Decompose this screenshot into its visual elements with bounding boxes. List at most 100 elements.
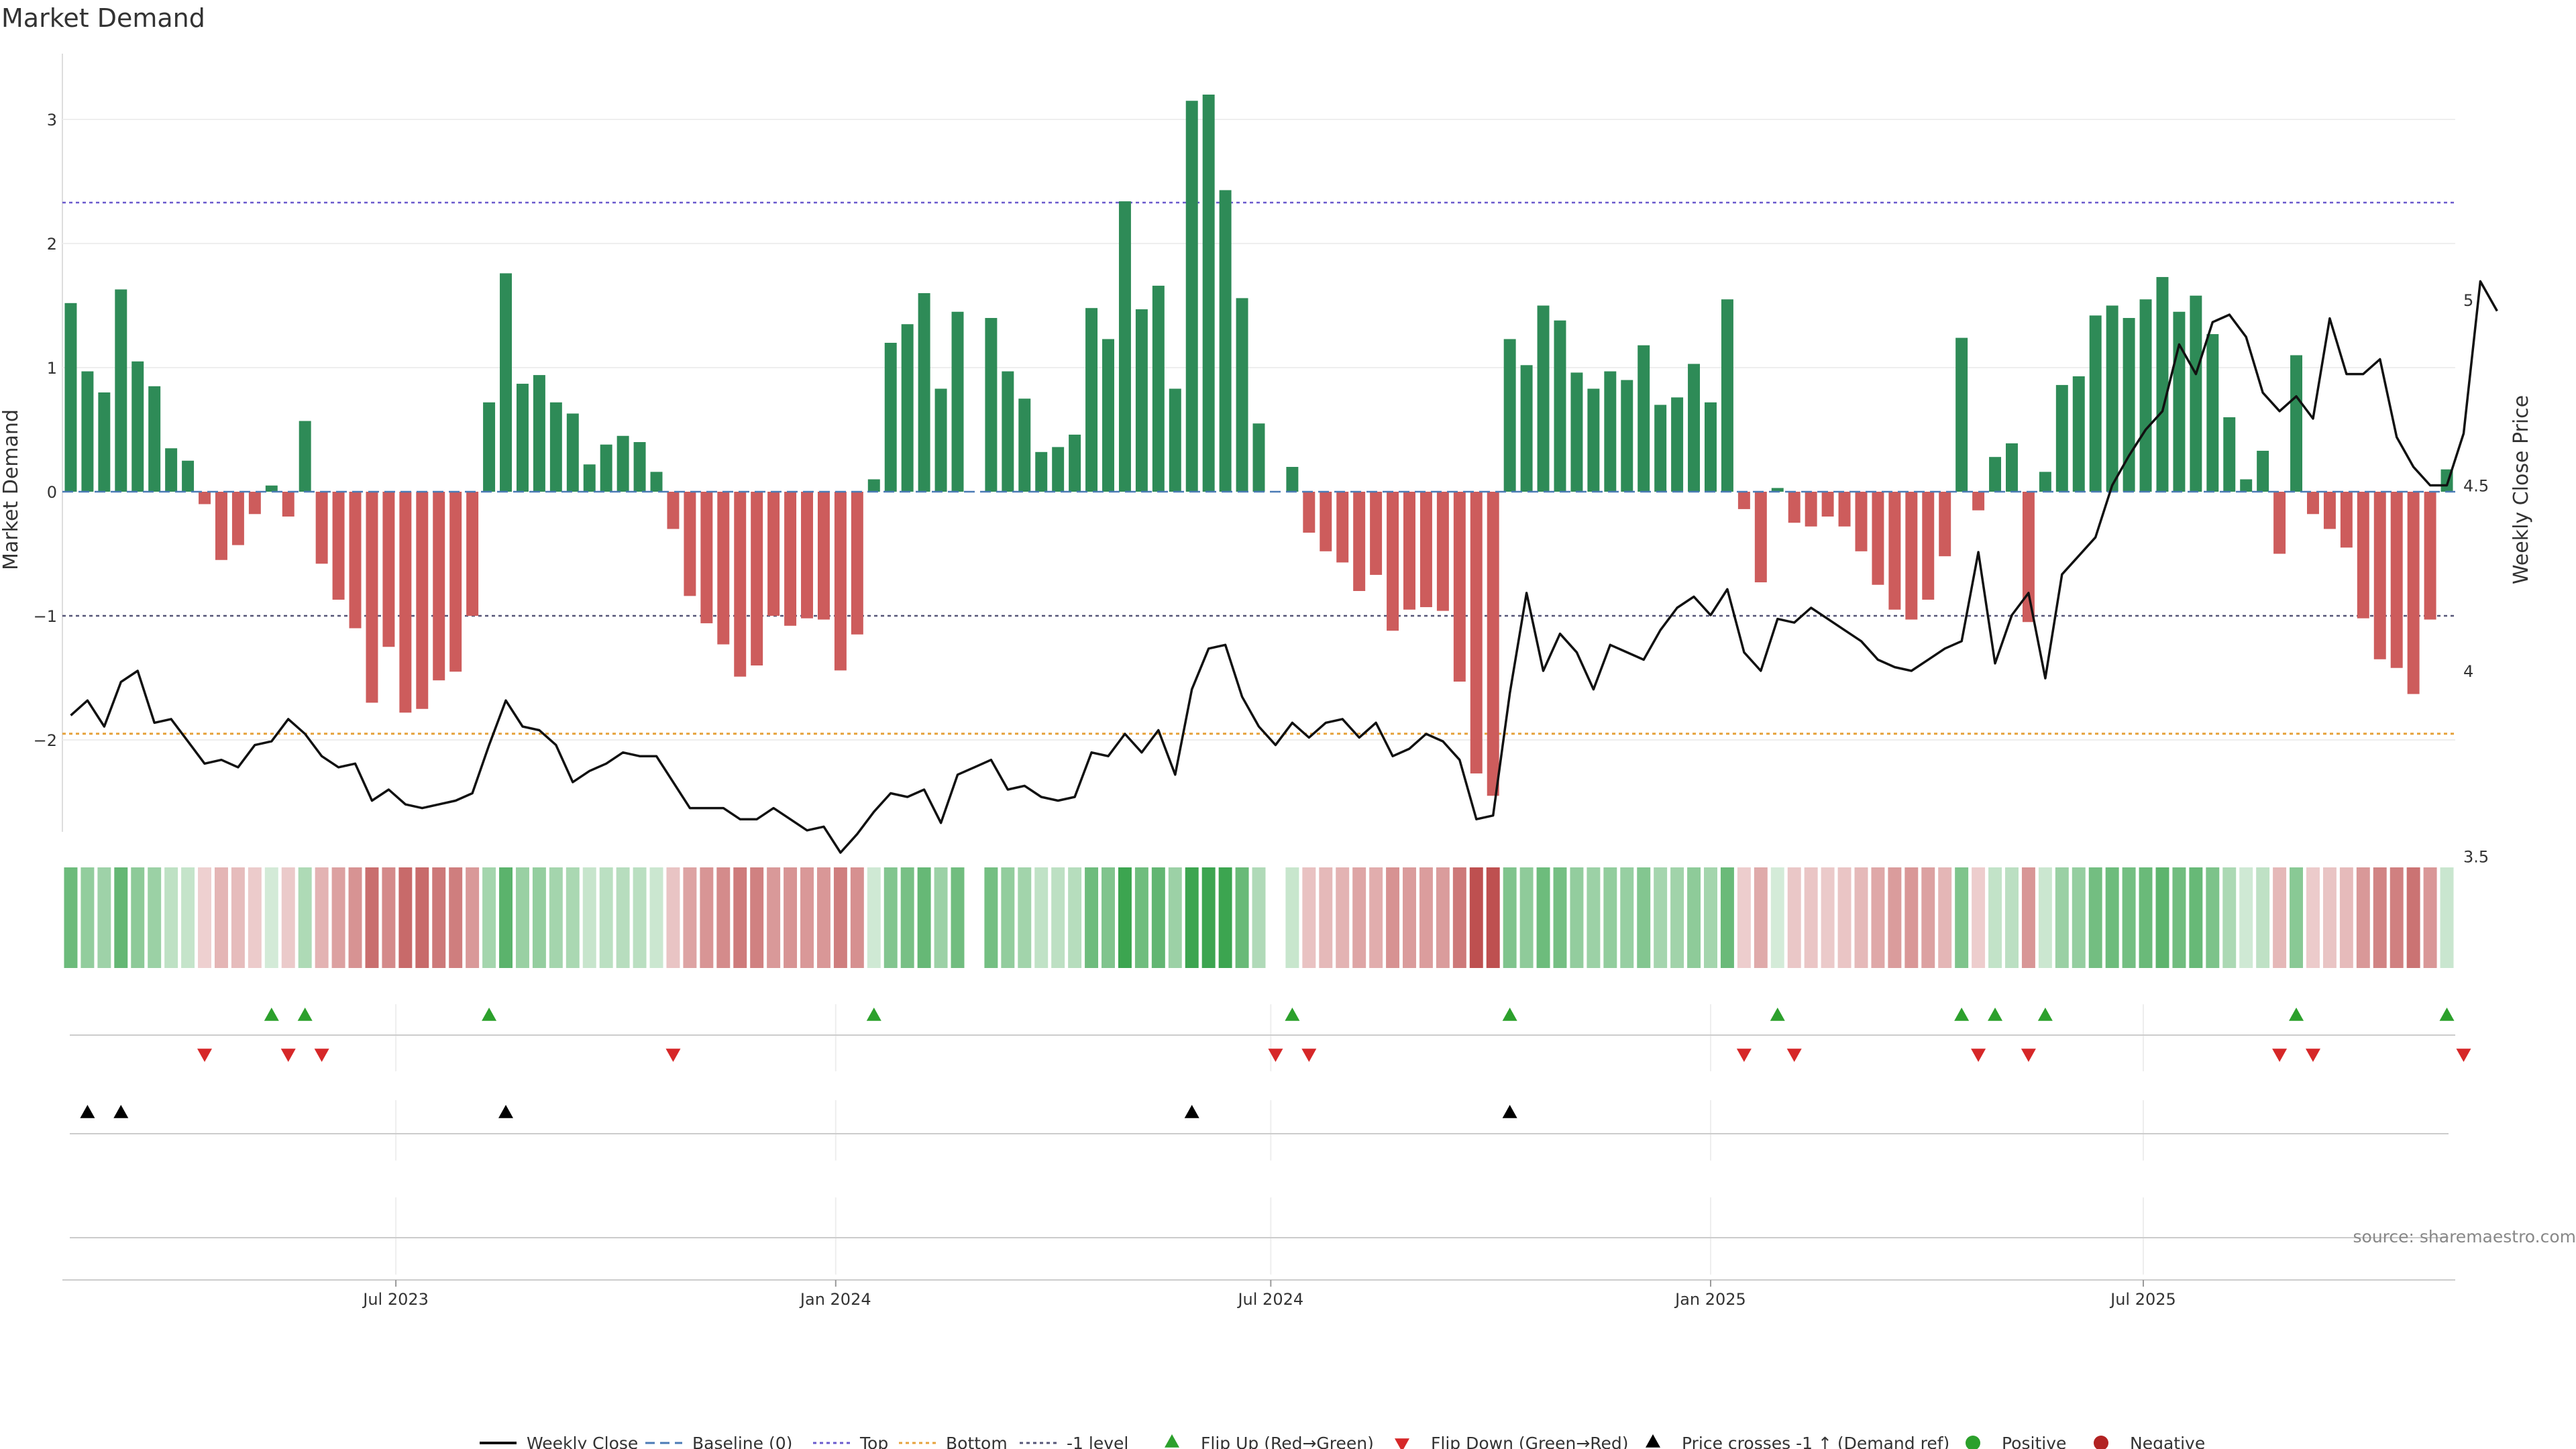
demand-bar <box>516 384 529 492</box>
legend-label: Baseline (0) <box>692 1434 792 1449</box>
heat-cell <box>683 867 697 968</box>
demand-bar <box>1185 101 1198 492</box>
flip-down-marker <box>2272 1049 2288 1062</box>
heat-cell <box>181 867 195 968</box>
heat-cell <box>951 867 965 968</box>
demand-bar <box>650 472 663 492</box>
demand-bar <box>1922 492 1935 600</box>
x-tick-label: Jan 2025 <box>1674 1290 1746 1309</box>
heat-cell <box>1302 867 1316 968</box>
heat-cell <box>1436 867 1450 968</box>
flip-up-marker <box>1770 1008 1785 1021</box>
demand-bar <box>399 492 412 713</box>
heat-cell <box>1469 867 1483 968</box>
heat-cell <box>2189 867 2203 968</box>
heat-cell <box>767 867 781 968</box>
heat-cell <box>315 867 329 968</box>
heat-cell <box>2423 867 2437 968</box>
demand-bar <box>549 402 562 492</box>
demand-bar <box>1805 492 1817 527</box>
demand-bar <box>1102 339 1114 492</box>
heat-cell <box>2172 867 2186 968</box>
demand-bar <box>1587 388 1600 492</box>
heat-cell <box>2322 867 2337 968</box>
heat-cell <box>984 867 998 968</box>
demand-bar <box>1169 388 1181 492</box>
heat-cell <box>917 867 931 968</box>
heat-cell <box>2390 867 2404 968</box>
heat-cell <box>499 867 513 968</box>
heat-cell <box>2339 867 2353 968</box>
heat-cell <box>1102 867 1115 968</box>
heat-cell <box>264 867 278 968</box>
heat-cell <box>1670 867 1684 968</box>
demand-bar <box>1353 492 1366 591</box>
heat-cell <box>1168 867 1182 968</box>
demand-bar <box>616 435 629 492</box>
x-tick-label: Jul 2023 <box>362 1290 429 1309</box>
demand-bar <box>1688 364 1701 492</box>
price-cross-marker <box>113 1105 129 1118</box>
heat-cell <box>1034 867 1049 968</box>
demand-bar <box>951 311 964 492</box>
heat-cell <box>532 867 546 968</box>
heat-cell <box>1603 867 1617 968</box>
demand-bar <box>1436 492 1449 611</box>
demand-bar <box>2156 276 2169 492</box>
heat-cell <box>1988 867 2002 968</box>
demand-bar <box>1638 345 1650 492</box>
heat-cell <box>2105 867 2119 968</box>
demand-bar <box>2173 311 2186 492</box>
heat-cell <box>298 867 312 968</box>
demand-bar <box>901 324 914 492</box>
y-axis-label: Market Demand <box>0 409 23 570</box>
source-note: source: sharemaestro.com <box>2353 1227 2576 1246</box>
demand-bar <box>2072 376 2085 492</box>
heat-cell <box>1955 867 1969 968</box>
heat-cell <box>700 867 714 968</box>
flip-up-marker <box>2037 1008 2053 1021</box>
demand-bar <box>2206 334 2219 492</box>
heat-cell <box>248 867 262 968</box>
demand-bar <box>231 492 244 545</box>
heat-cell <box>2155 867 2169 968</box>
demand-bar <box>165 448 178 492</box>
x-tick-label: Jan 2024 <box>799 1290 871 1309</box>
heat-cell <box>716 867 731 968</box>
heat-cell <box>1938 867 1952 968</box>
flip-up-marker <box>1954 1008 1970 1021</box>
flip-down-marker <box>2456 1049 2471 1062</box>
legend-swatch <box>1646 1434 1660 1448</box>
heat-cell <box>2072 867 2086 968</box>
demand-bar <box>466 492 479 616</box>
demand-bar <box>248 492 261 515</box>
demand-bar <box>1554 320 1566 492</box>
heat-cell <box>1637 867 1651 968</box>
demand-bar <box>1537 305 1550 492</box>
heat-cell <box>1001 867 1015 968</box>
heat-cell <box>131 867 145 968</box>
demand-bar <box>1470 492 1483 773</box>
heat-cell <box>1218 867 1232 968</box>
heat-cell <box>1369 867 1383 968</box>
demand-bar <box>918 293 930 492</box>
demand-bar <box>1939 492 1951 557</box>
heat-cell <box>415 867 429 968</box>
demand-bar <box>1118 201 1131 492</box>
y2-axis-label: Weekly Close Price <box>2510 395 2533 584</box>
demand-bar <box>1972 492 1985 511</box>
y-tick-label: 1 <box>47 359 57 378</box>
demand-bar <box>2190 295 2202 492</box>
flip-down-marker <box>1268 1049 1283 1062</box>
heat-cell <box>582 867 596 968</box>
heat-cell <box>1134 867 1148 968</box>
price-cross-marker <box>1502 1105 1517 1118</box>
demand-bar <box>633 442 646 492</box>
heat-cell <box>1118 867 1132 968</box>
y-axis: 3 2 1 0 −1 −2 <box>34 111 57 750</box>
heat-cell <box>1085 867 1099 968</box>
y-tick-label: 0 <box>47 483 57 502</box>
heat-cell <box>398 867 413 968</box>
heat-cell <box>616 867 630 968</box>
